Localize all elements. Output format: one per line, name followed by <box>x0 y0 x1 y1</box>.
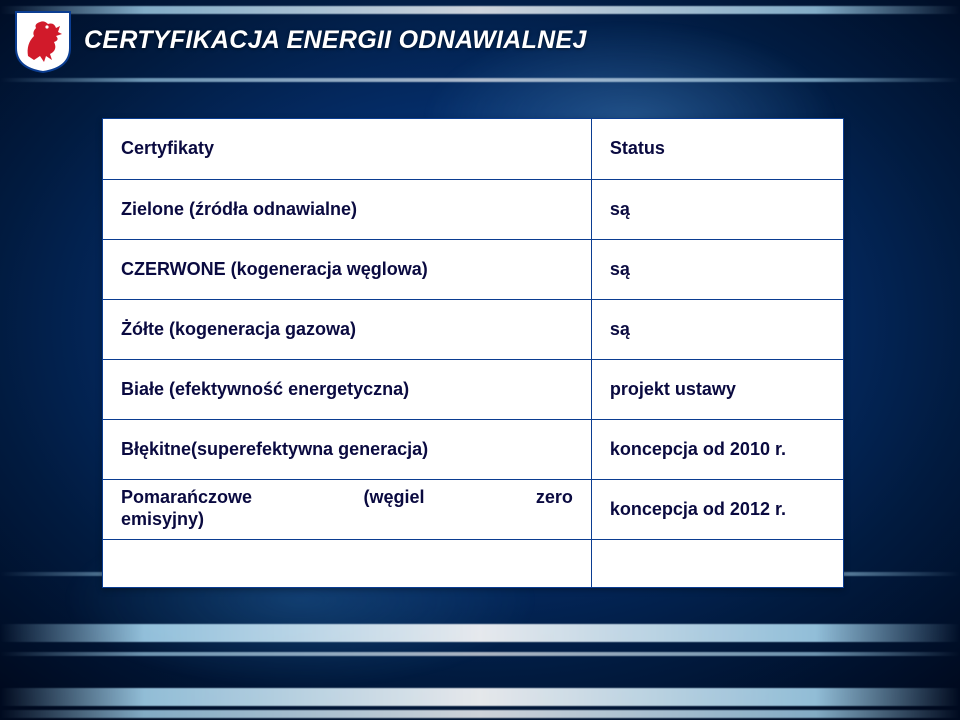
pomaranczowe-word4: emisyjny) <box>121 509 204 529</box>
cell-label: Żółte (kogeneracja gazowa) <box>103 299 591 359</box>
table-row: Błękitne(superefektywna generacja) konce… <box>103 419 843 479</box>
cell-label: Pomarańczowe (węgiel zero emisyjny) <box>103 479 591 539</box>
pomaranczowe-word2: (węgiel <box>363 487 424 509</box>
cell-label: Zielone (źródła odnawialne) <box>103 179 591 239</box>
table-row: Pomarańczowe (węgiel zero emisyjny) konc… <box>103 479 843 539</box>
table-header-row: Certyfikaty Status <box>103 119 843 179</box>
cell-status: projekt ustawy <box>591 359 843 419</box>
header-status: Status <box>591 119 843 179</box>
light-streak <box>0 78 960 82</box>
cell-label: Białe (efektywność energetyczna) <box>103 359 591 419</box>
certificates-table: Certyfikaty Status Zielone (źródła odnaw… <box>102 118 844 588</box>
light-streak <box>0 710 960 718</box>
cell-status: są <box>591 179 843 239</box>
crest-logo <box>14 10 72 74</box>
light-streak <box>0 688 960 706</box>
light-streak <box>0 6 960 14</box>
cell-label: CZERWONE (kogeneracja węglowa) <box>103 239 591 299</box>
cell-status: koncepcja od 2010 r. <box>591 419 843 479</box>
cell-empty <box>103 539 591 587</box>
table-row: Białe (efektywność energetyczna) projekt… <box>103 359 843 419</box>
pomaranczowe-word1: Pomarańczowe <box>121 487 252 509</box>
light-streak <box>0 652 960 656</box>
cell-status: koncepcja od 2012 r. <box>591 479 843 539</box>
pomaranczowe-word3: zero <box>536 487 573 509</box>
cell-status: są <box>591 299 843 359</box>
table-row-empty <box>103 539 843 587</box>
table-row: Żółte (kogeneracja gazowa) są <box>103 299 843 359</box>
table-row: Zielone (źródła odnawialne) są <box>103 179 843 239</box>
cell-empty <box>591 539 843 587</box>
light-streak <box>0 624 960 642</box>
slide-title: CERTYFIKACJA ENERGII ODNAWIALNEJ <box>84 26 587 55</box>
cell-status: są <box>591 239 843 299</box>
cell-label: Błękitne(superefektywna generacja) <box>103 419 591 479</box>
header-certyfikaty: Certyfikaty <box>103 119 591 179</box>
table-row: CZERWONE (kogeneracja węglowa) są <box>103 239 843 299</box>
